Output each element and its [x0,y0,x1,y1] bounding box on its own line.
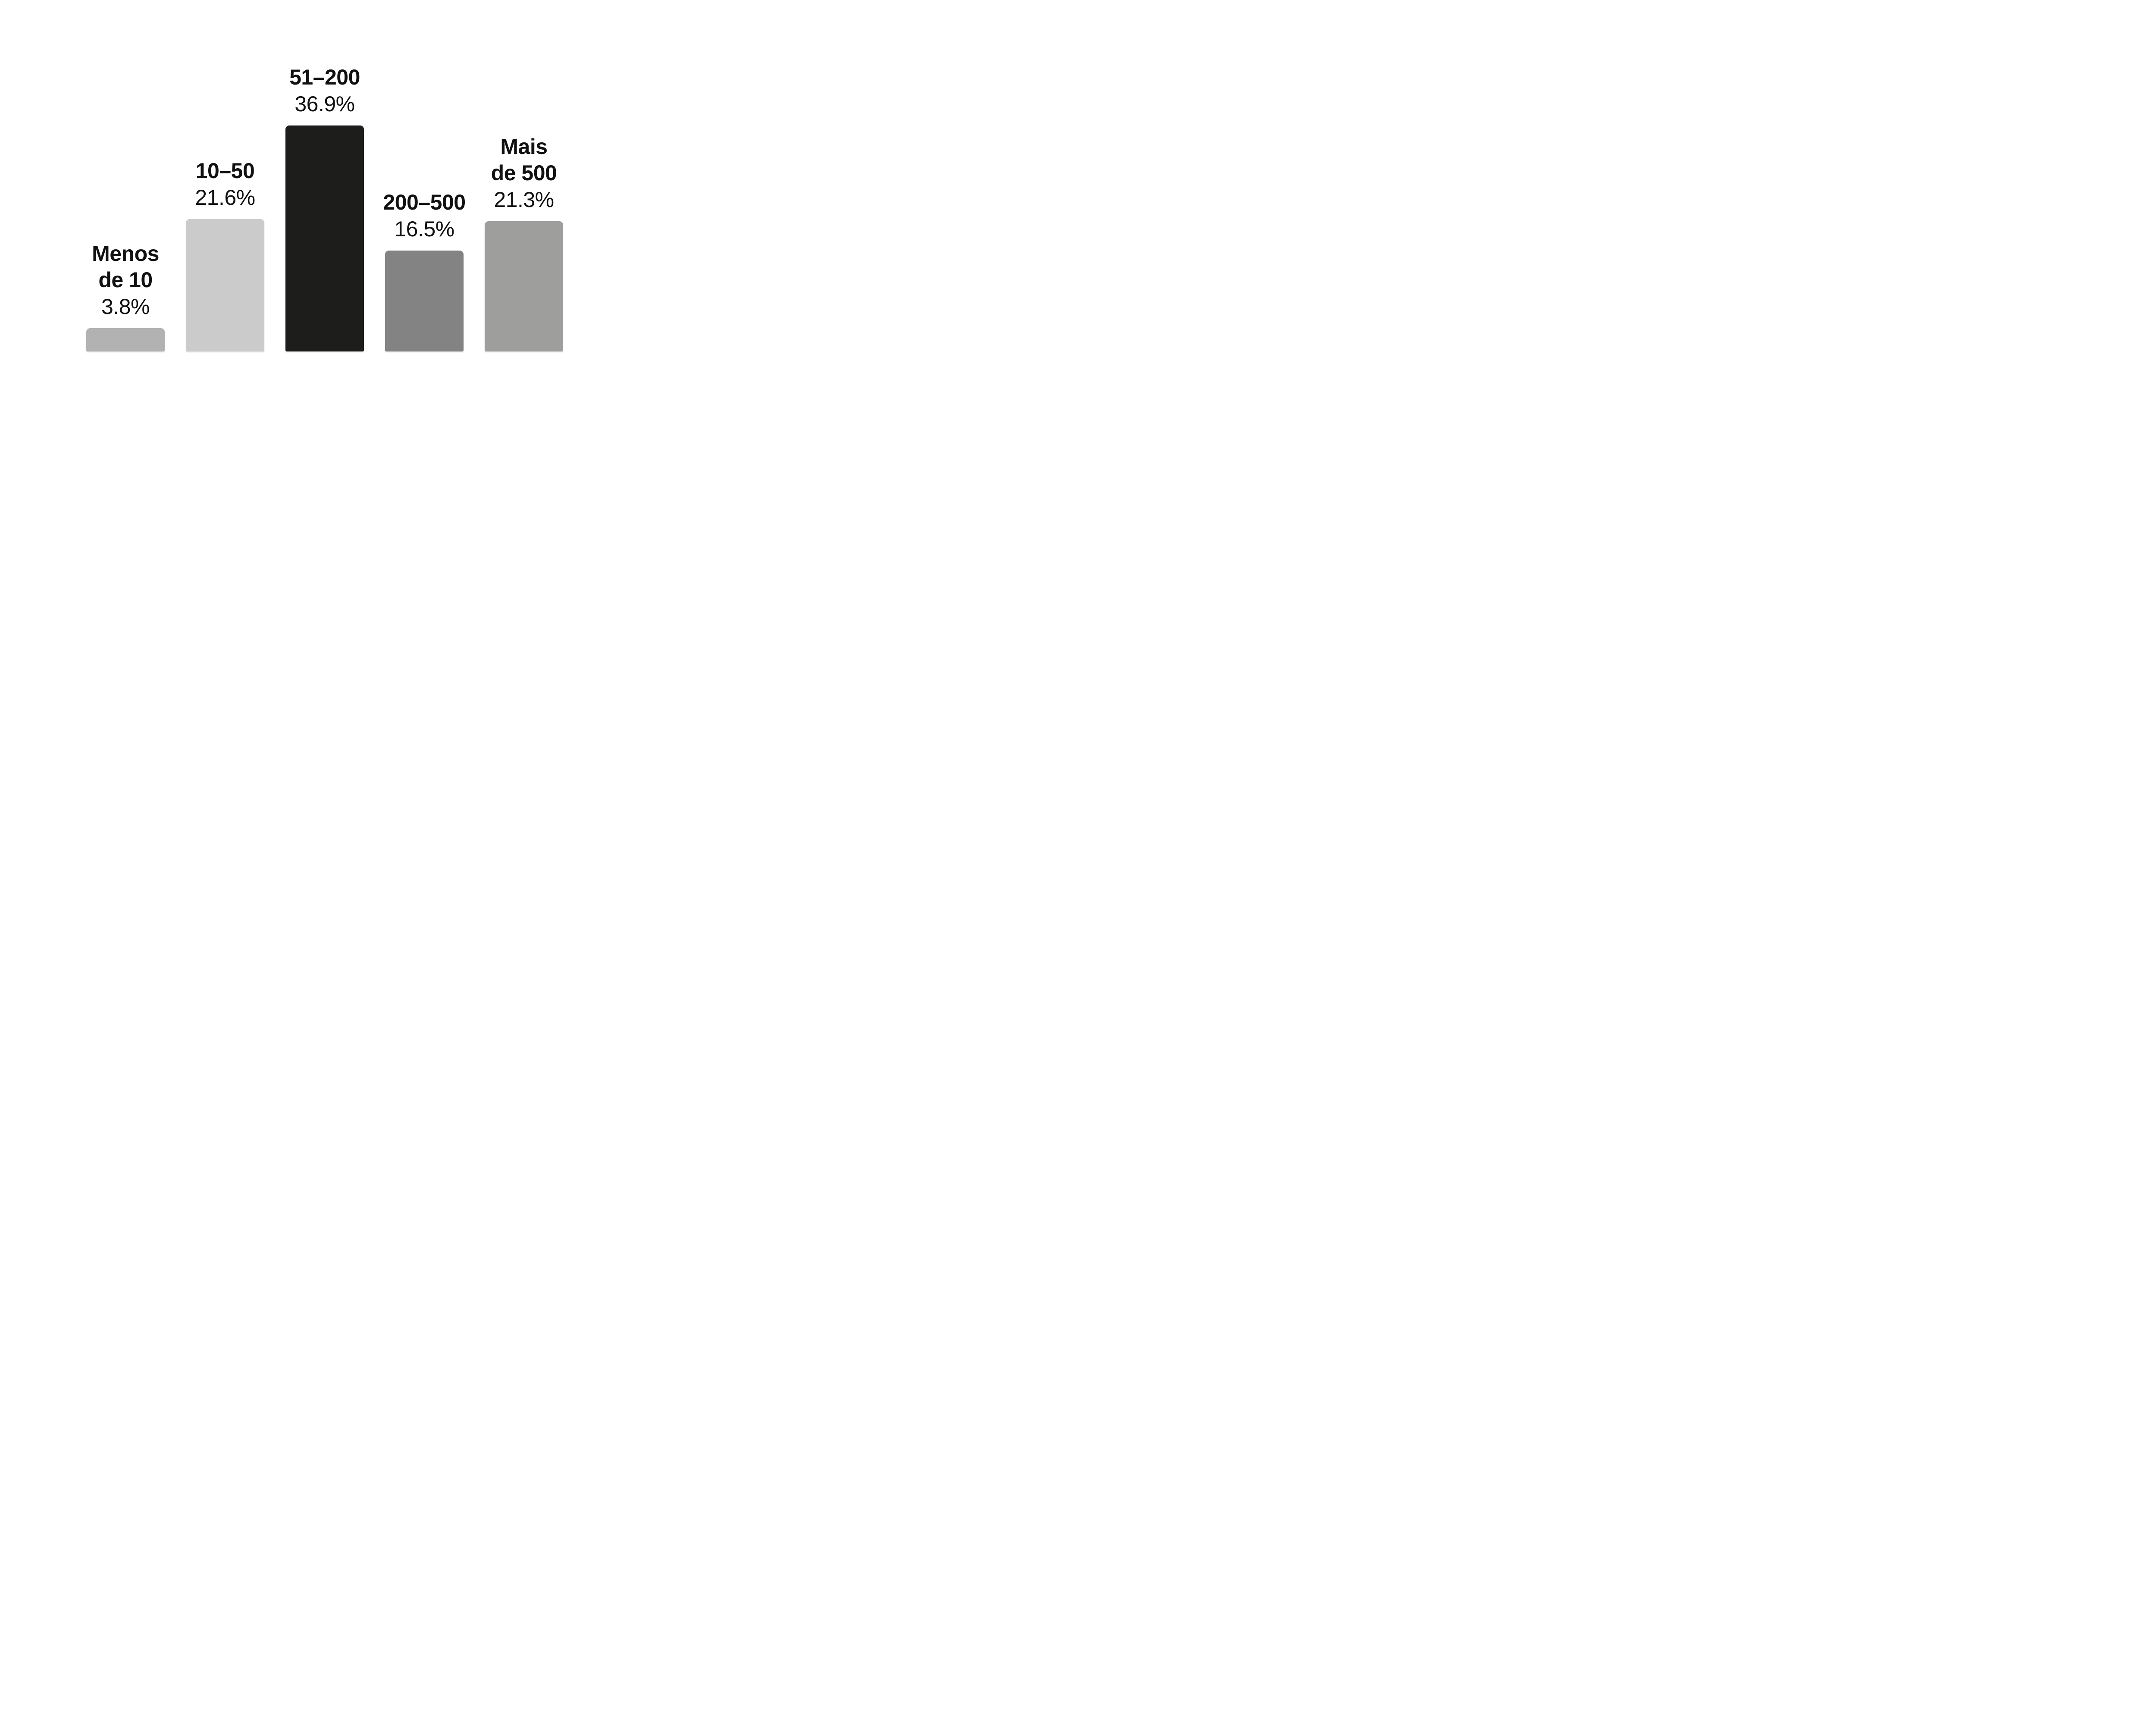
value-label: 36.9% [295,92,355,116]
category-label-line: de 10 [98,268,153,292]
bar-mais-de-500 [485,221,563,351]
bar-menos-de-10 [86,328,165,351]
bar-label-menos-de-10: Menos de 10 3.8% [56,241,194,320]
category-label-line: 10–50 [195,159,255,183]
value-label: 21.6% [195,185,255,210]
bar-label-mais-de-500: Mais de 500 21.3% [455,134,593,213]
category-label-line: 200–500 [383,190,466,214]
bar-200-500 [385,251,464,351]
bar-label-200-500: 200–500 16.5% [355,189,493,243]
value-label: 21.3% [494,188,554,212]
category-label-line: de 500 [491,161,557,185]
value-label: 3.8% [101,295,150,319]
category-label-line: Mais [500,135,548,159]
value-label: 16.5% [394,217,454,241]
bar-label-10-50: 10–50 21.6% [156,158,294,211]
bar-51-200 [285,125,364,351]
category-label-line: 51–200 [289,65,360,89]
bar-chart: Menos de 10 3.8% 10–50 21.6% 51–200 36.9% 200–5… [0,0,647,431]
bar-label-51-200: 51–200 36.9% [256,64,394,118]
category-label-line: Menos [92,242,159,266]
bar-10-50 [186,219,264,351]
